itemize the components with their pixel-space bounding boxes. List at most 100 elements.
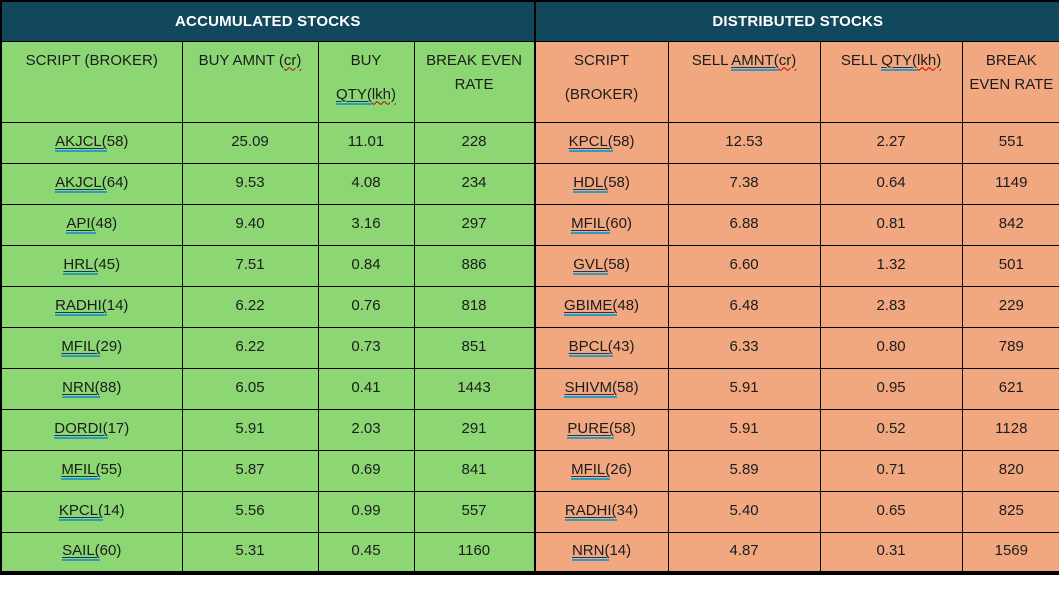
buy-qty-cell: 3.16 <box>317 203 415 246</box>
buy-qty-cell: 0.69 <box>317 449 415 492</box>
ticker-link: RADHI( <box>55 297 107 316</box>
distributed-title: DISTRIBUTED STOCKS <box>534 0 1059 42</box>
sell-amnt-cell: 6.60 <box>667 244 821 287</box>
sell-amnt-cell: 6.88 <box>667 203 821 246</box>
broker-number: 14) <box>103 502 125 519</box>
ticker-link: NRN( <box>62 379 100 398</box>
buy-amnt-cell: 6.05 <box>181 367 319 410</box>
broker-number: 60) <box>610 215 632 232</box>
sell-qty-cell: 0.31 <box>819 531 963 574</box>
break-even-rate-cell: 228 <box>413 121 535 164</box>
break-even-line1: BREAK <box>985 51 1037 69</box>
buy-qty-cell: 11.01 <box>317 121 415 164</box>
distributed-stocks-table: DISTRIBUTED STOCKS SCRIPT (BROKER) SELL … <box>534 0 1059 575</box>
table-row: DORDI(17) 5.91 2.03 291 <box>0 408 535 451</box>
break-even-rate-cell: 851 <box>413 326 535 369</box>
sell-amnt-cell: 7.38 <box>667 162 821 205</box>
ticker-link: KPCL( <box>58 502 103 521</box>
accumulated-stocks-table: ACCUMULATED STOCKS SCRIPT (BROKER) BUY A… <box>0 0 535 575</box>
break-even-rate-cell: 818 <box>413 285 535 328</box>
buy-amnt-cell: 5.91 <box>181 408 319 451</box>
broker-number: 48) <box>95 215 118 232</box>
script-cell: KPCL(14) <box>0 490 183 533</box>
table-row: GBIME(48) 6.48 2.83 229 <box>534 285 1059 328</box>
buy-amnt-cell: 9.40 <box>181 203 319 246</box>
broker-number: 58) <box>616 379 639 396</box>
sell-qty-cell: 1.32 <box>819 244 963 287</box>
sell-qty-cell: 2.27 <box>819 121 963 164</box>
buy-qty-cell: 0.41 <box>317 367 415 410</box>
ticker-link: RADHI( <box>564 502 617 521</box>
break-even-rate-cell: 825 <box>961 490 1059 533</box>
accumulated-title-row: ACCUMULATED STOCKS <box>0 0 535 42</box>
break-even-rate-cell: 841 <box>413 449 535 492</box>
accumulated-title: ACCUMULATED STOCKS <box>0 0 535 42</box>
ticker-link: GBIME( <box>564 297 618 316</box>
sell-amnt-cell: 6.48 <box>667 285 821 328</box>
broker-number: 88) <box>99 379 122 396</box>
break-even-rate-cell: 1149 <box>961 162 1059 205</box>
amnt-grammar-underline: AMNT( <box>731 51 779 71</box>
break-even-rate-cell: 1160 <box>413 531 535 574</box>
sell-qty-text: SELL <box>840 51 882 69</box>
broker-number: 14) <box>609 542 632 560</box>
script-line2: (BROKER) <box>564 85 639 103</box>
table-row: KPCL(14) 5.56 0.99 557 <box>0 490 535 533</box>
script-cell: MFIL(29) <box>0 326 183 369</box>
buy-qty-cell: 0.99 <box>317 490 415 533</box>
sell-qty-cell: 0.65 <box>819 490 963 533</box>
ticker-link: MFIL( <box>61 461 101 480</box>
sell-qty-label: SELL QTY(lkh) <box>822 51 961 71</box>
sell-qty-cell: 0.52 <box>819 408 963 451</box>
buy-qty-cell: 0.73 <box>317 326 415 369</box>
lkh-unit-spellcheck: lkh) <box>917 51 942 69</box>
buy-amnt-cell: 9.53 <box>181 162 319 205</box>
ticker-link: KPCL( <box>568 133 613 152</box>
sell-qty-cell: 0.64 <box>819 162 963 205</box>
table-row: PURE(58) 5.91 0.52 1128 <box>534 408 1059 451</box>
script-cell: RADHI(34) <box>534 490 669 533</box>
broker-number: 58) <box>608 174 630 191</box>
sell-amnt-cell: 5.91 <box>667 367 821 410</box>
break-even-rate-cell: 886 <box>413 244 535 287</box>
ticker-link: HRL( <box>63 256 99 275</box>
script-cell: MFIL(55) <box>0 449 183 492</box>
ticker-link: AKJCL( <box>55 174 107 193</box>
ticker-link: GVL( <box>573 256 609 275</box>
sell-qty-cell: 2.83 <box>819 285 963 328</box>
col-header-buy-amnt: BUY AMNT (cr) <box>181 40 319 123</box>
sell-amnt-cell: 5.40 <box>667 490 821 533</box>
lkh-unit-spellcheck: lkh) <box>371 85 396 103</box>
break-even-line1: BREAK EVEN <box>426 51 522 69</box>
sell-amnt-text: SELL <box>691 51 732 69</box>
broker-number: 14) <box>106 297 129 314</box>
table-row: MFIL(55) 5.87 0.69 841 <box>0 449 535 492</box>
broker-number: 43) <box>612 338 635 355</box>
broker-number: 34) <box>616 502 639 519</box>
table-row: MFIL(26) 5.89 0.71 820 <box>534 449 1059 492</box>
break-even-line2: RATE <box>454 75 494 93</box>
table-row: MFIL(60) 6.88 0.81 842 <box>534 203 1059 246</box>
broker-number: 60) <box>99 542 122 560</box>
qty-grammar-underline: QTY( <box>881 51 918 71</box>
script-cell: GVL(58) <box>534 244 669 287</box>
buy-amnt-cell: 6.22 <box>181 326 319 369</box>
buy-amnt-cell: 5.87 <box>181 449 319 492</box>
sell-qty-cell: 0.80 <box>819 326 963 369</box>
table-row: HDL(58) 7.38 0.64 1149 <box>534 162 1059 205</box>
ticker-link: PURE( <box>567 420 615 439</box>
broker-number: 58) <box>612 133 635 150</box>
sell-amnt-label: SELL AMNT(cr) <box>670 51 819 71</box>
ticker-link: AKJCL( <box>55 133 107 152</box>
accumulated-header-row: SCRIPT (BROKER) BUY AMNT (cr) BUY QTY(lk… <box>0 40 535 123</box>
script-cell: DORDI(17) <box>0 408 183 451</box>
col-header-sell-qty: SELL QTY(lkh) <box>819 40 963 123</box>
break-even-rate-cell: 291 <box>413 408 535 451</box>
table-row: RADHI(34) 5.40 0.65 825 <box>534 490 1059 533</box>
script-cell: SAIL(60) <box>0 531 183 574</box>
col-header-script-broker: SCRIPT (BROKER) <box>534 40 669 123</box>
break-even-rate-cell: 1443 <box>413 367 535 410</box>
broker-number: 48) <box>617 297 640 314</box>
buy-amnt-cell: 5.56 <box>181 490 319 533</box>
stock-tables: ACCUMULATED STOCKS SCRIPT (BROKER) BUY A… <box>0 0 1059 575</box>
